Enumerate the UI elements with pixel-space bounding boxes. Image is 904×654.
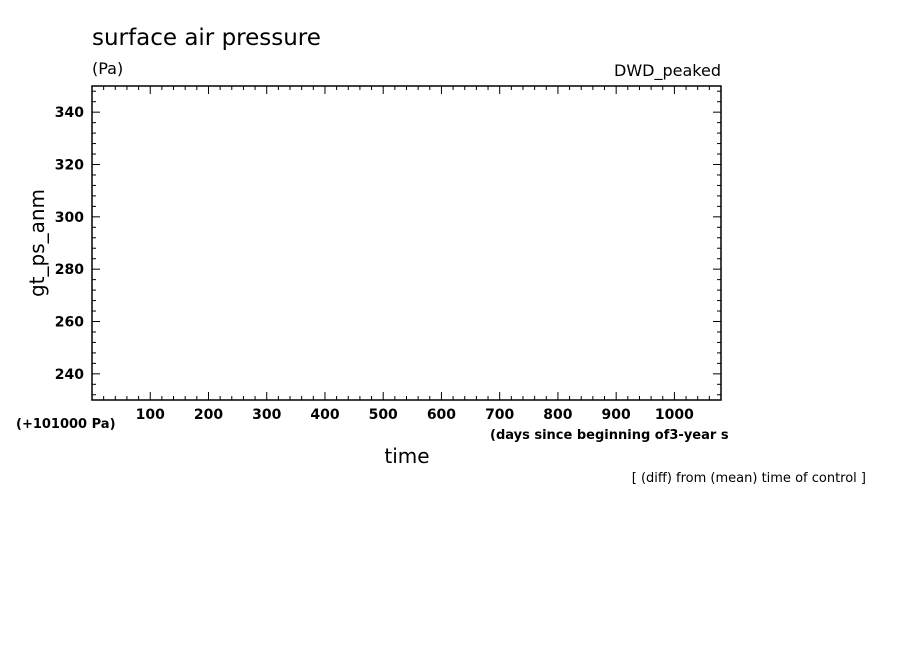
x-tick-label: 600: [427, 407, 456, 423]
x-tick-label: 500: [369, 407, 398, 423]
y-tick-label: 240: [55, 367, 84, 383]
x-tick-label: 300: [252, 407, 281, 423]
diff-note: [ (diff) from (mean) time of control ]: [632, 471, 866, 486]
y-axis-ticks: [92, 90, 721, 396]
y-tick-label: 320: [55, 158, 84, 174]
chart-title: surface air pressure: [92, 25, 321, 51]
y-tick-label: 280: [55, 262, 84, 278]
y-tick-label: 300: [55, 210, 84, 226]
x-tick-label: 200: [194, 407, 223, 423]
x-axis-ticks: [103, 86, 710, 400]
x-axis-label: time: [384, 444, 429, 468]
x-tick-label: 800: [543, 407, 572, 423]
plot-frame: [91, 85, 722, 401]
offset-label: (+101000 Pa): [16, 417, 116, 432]
y-tick-label: 260: [55, 315, 84, 331]
y-tick-label: 340: [55, 105, 84, 121]
x-tick-label: 900: [602, 407, 631, 423]
run-label: DWD_peaked: [614, 61, 721, 81]
x-axis-tick-labels: 100 200 300 400 500 600 700 800 900 1000: [136, 407, 695, 423]
x-tick-label: 700: [485, 407, 514, 423]
x-tick-label: 1000: [655, 407, 694, 423]
units-label: (Pa): [92, 59, 123, 78]
x-tick-label: 400: [310, 407, 339, 423]
x-axis-units: (days since beginning of3-year s: [490, 428, 729, 443]
y-axis-tick-labels: 240 260 280 300 320 340: [55, 105, 84, 383]
y-axis-label: gt_ps_anm: [25, 189, 49, 297]
x-tick-label: 100: [136, 407, 165, 423]
